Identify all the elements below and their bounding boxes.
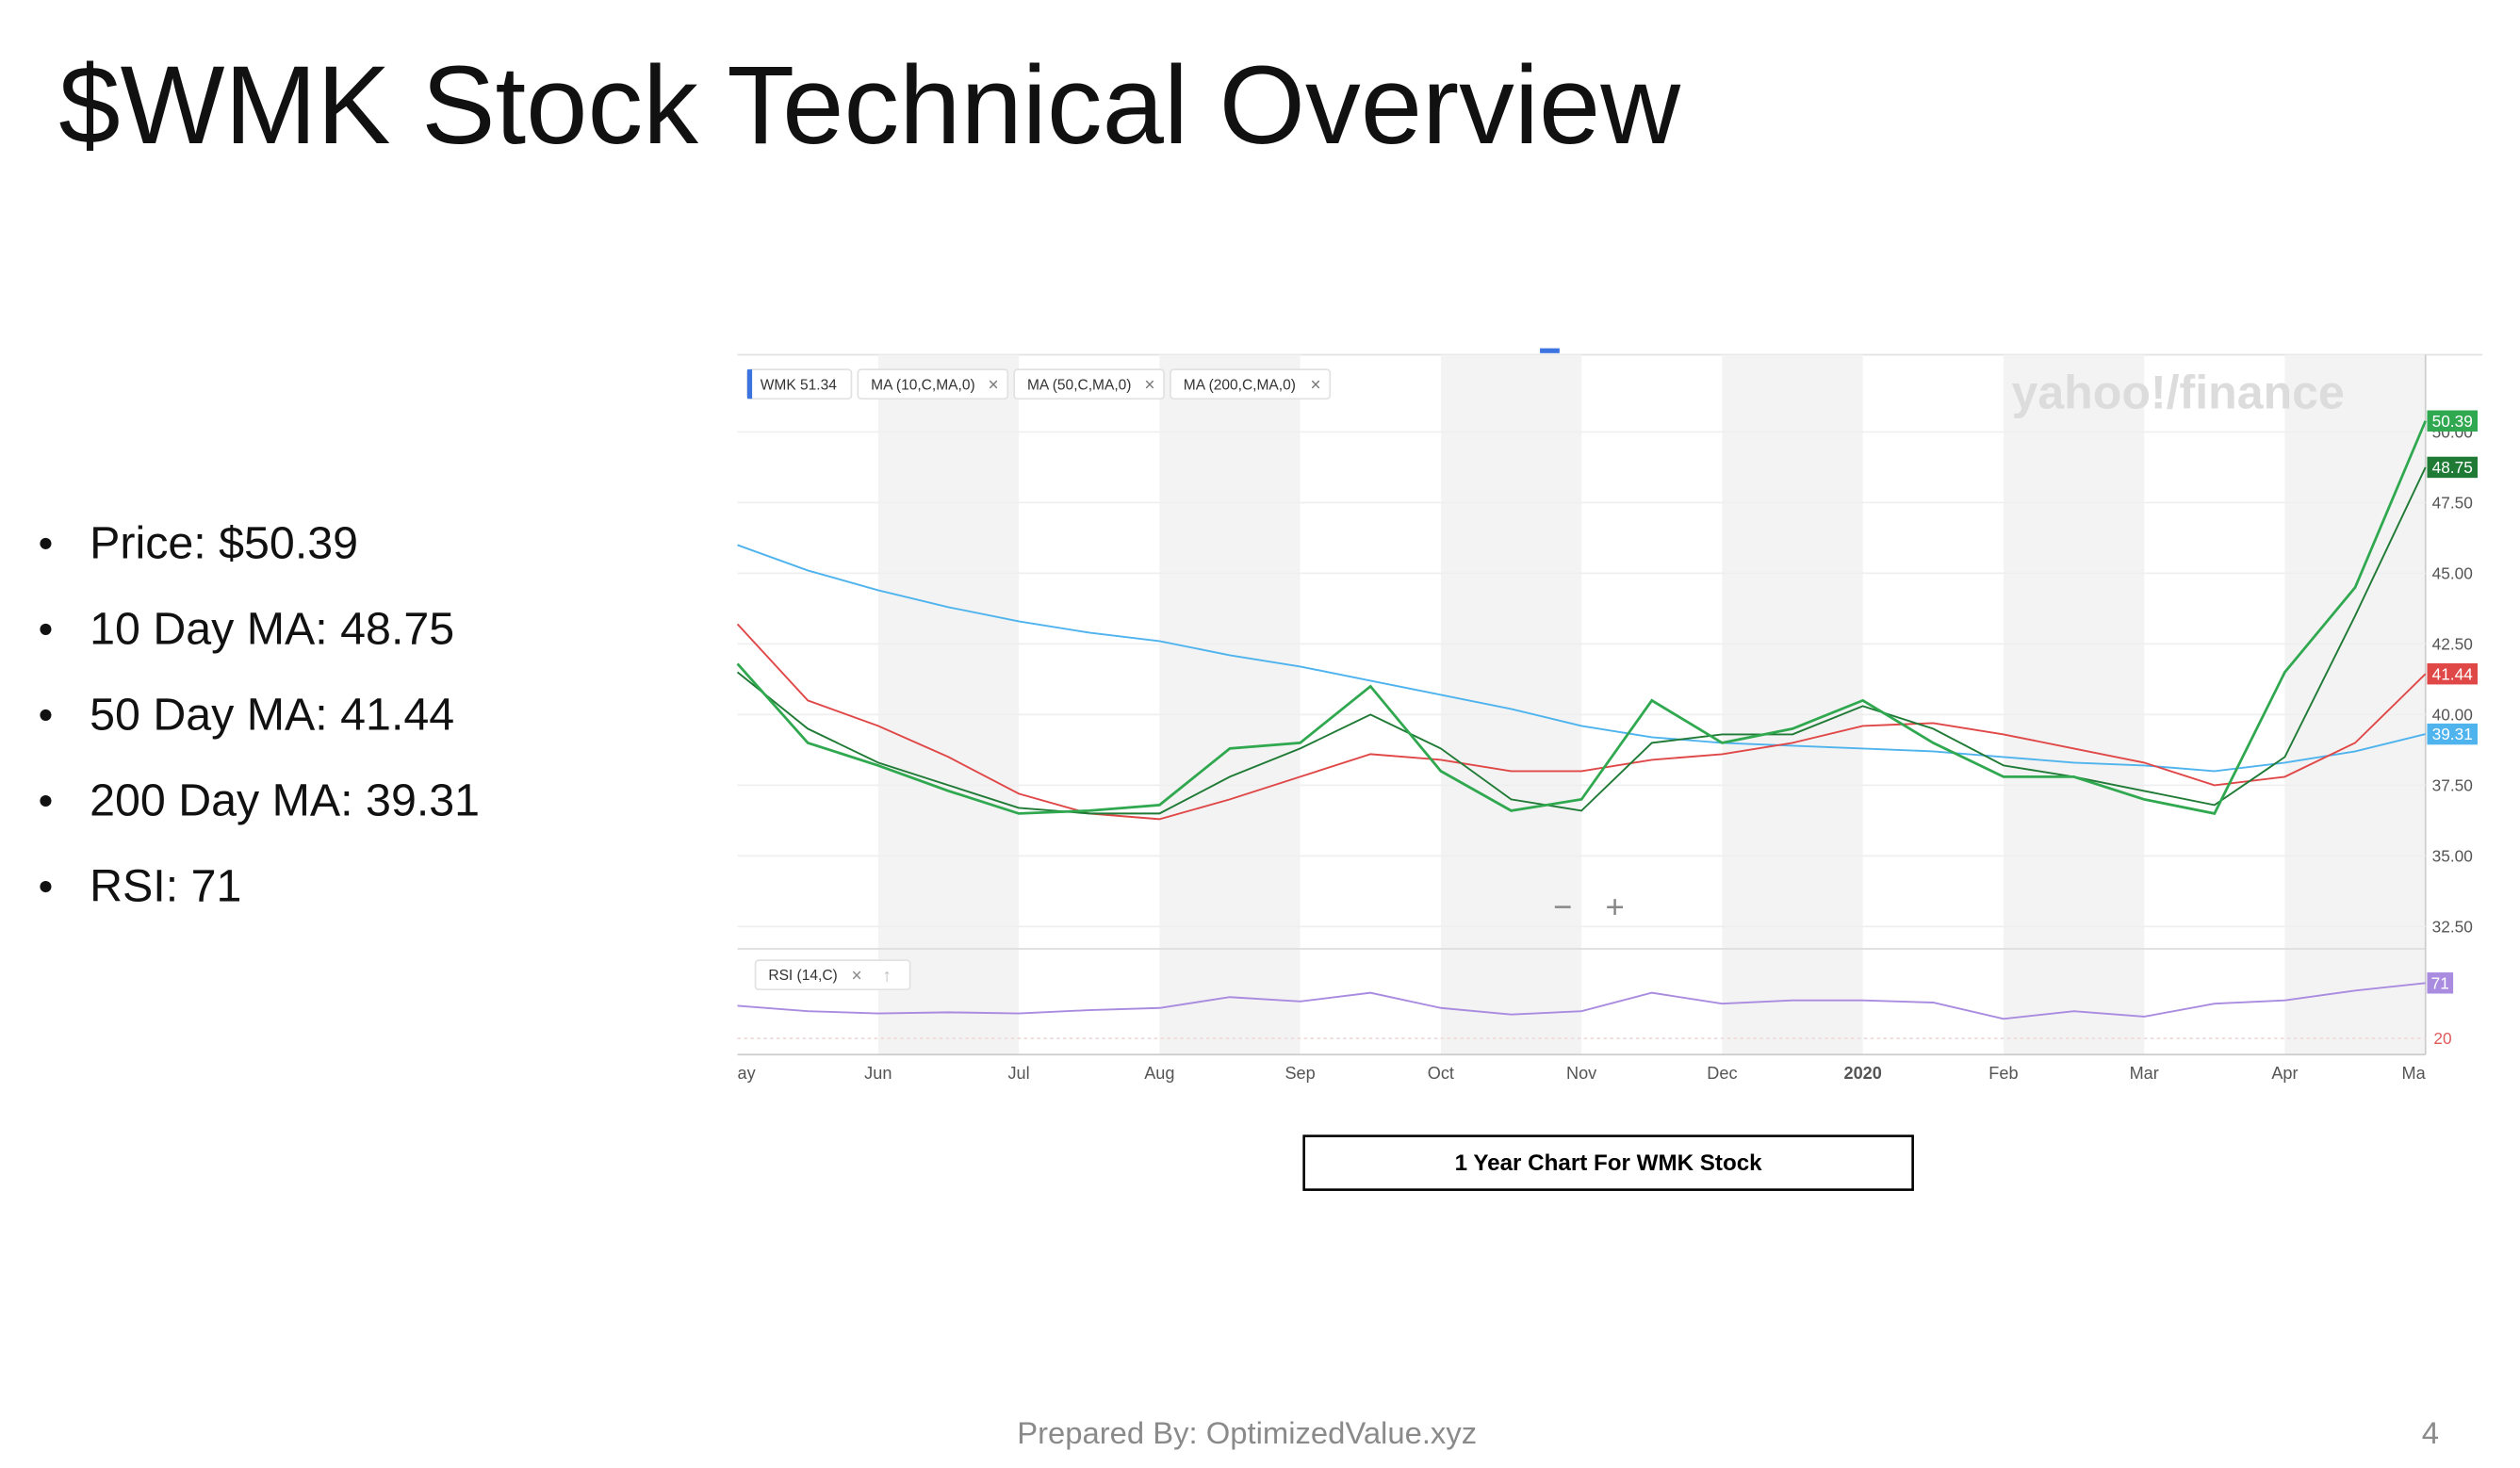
legend-chip: [1170, 368, 1332, 400]
legend-chip-accent: [746, 369, 753, 400]
x-tick-label: Mar: [2130, 1064, 2159, 1083]
x-tick-label: Oct: [1428, 1064, 1454, 1083]
footer: Prepared By: OptimizedValue.xyz: [1017, 1415, 1477, 1450]
chart: yahoo!/finance 32.50 35.00 37.50 40.00 42.50 4…: [736, 354, 2478, 1083]
series-line: [736, 420, 2428, 815]
rsi-badge-text: 71: [2431, 973, 2449, 992]
bullet-text: 200 Day MA: 39.31: [90, 775, 480, 826]
caption: 1 Year Chart For WMK Stock: [1455, 1150, 1763, 1176]
legend-chip-text: MA (200,C,MA,0): [1184, 378, 1296, 394]
month-band: [877, 354, 1020, 1055]
value-badge-text: 41.44: [2432, 664, 2474, 683]
rsi-badge: [2427, 972, 2454, 994]
watermark: yahoo!/finance: [2011, 367, 2344, 419]
x-tick-label: Jul: [1007, 1064, 1029, 1083]
bullet-text: 50 Day MA: 41.44: [90, 690, 454, 741]
value-badge: [2427, 662, 2478, 685]
rsi-legend-up: ↑: [882, 967, 892, 987]
legend-chip: [1013, 368, 1165, 400]
y-tick-label: 45.00: [2432, 563, 2473, 582]
legend-chip-text: MA (10,C,MA,0): [871, 378, 974, 394]
value-badge: [2427, 723, 2478, 745]
x-tick-label: Sep: [1285, 1064, 1315, 1083]
month-band: [1722, 354, 1863, 1055]
slide-title: $WMK Stock Technical Overview: [58, 43, 1681, 167]
series-line: [736, 466, 2427, 815]
bullet-dot: [40, 880, 52, 893]
x-tick-label: Nov: [1566, 1064, 1596, 1083]
value-badge: [2427, 410, 2478, 432]
legend-chip-text: WMK 51.34: [761, 378, 837, 394]
x-tick-label: Aug: [1144, 1064, 1174, 1083]
month-band: [1440, 354, 1582, 1055]
bullet-dot: [40, 623, 52, 635]
bullet-text: RSI: 71: [90, 861, 241, 912]
y-tick-label: 40.00: [2432, 705, 2473, 724]
legend-chip-close: ×: [1311, 376, 1321, 396]
rsi-legend-close: ×: [851, 967, 861, 987]
value-badge-text: 48.75: [2432, 458, 2473, 477]
x-tick-label: Ma: [2402, 1064, 2427, 1083]
bullet-text: 10 Day MA: 48.75: [90, 603, 454, 654]
x-tick-label: Feb: [1988, 1064, 2018, 1083]
value-badge-text: 39.31: [2432, 725, 2473, 743]
y-tick-label: 47.50: [2432, 493, 2473, 512]
bullet-dot: [40, 537, 52, 549]
caption-box: [1302, 1134, 1914, 1191]
zoom-out[interactable]: −: [1553, 889, 1572, 925]
drag-handle: [1540, 348, 1560, 353]
x-tick-label: Apr: [2271, 1064, 2298, 1083]
bullet-dot: [40, 709, 52, 722]
series-line: [737, 544, 2426, 773]
x-tick-label: Dec: [1707, 1064, 1737, 1083]
y-tick-label: 35.00: [2432, 846, 2473, 865]
chart-frame: [737, 354, 2483, 1055]
bullet-list: Price: $50.39 10 Day MA: 48.75 50 Day MA: …: [40, 517, 480, 912]
x-tick-label: ay: [738, 1064, 757, 1083]
y-tick-label: 42.50: [2432, 634, 2473, 653]
month-band: [2284, 354, 2426, 1055]
legend-chip-close: ×: [989, 376, 999, 396]
legend-chip: [857, 368, 1009, 400]
y-tick-label: 32.50: [2432, 917, 2473, 936]
legend-chip-text: MA (50,C,MA,0): [1027, 378, 1131, 394]
rsi-legend-text: RSI (14,C): [768, 968, 837, 984]
y-tick-label: 37.50: [2432, 775, 2473, 794]
month-band: [1159, 354, 1301, 1055]
zoom-in[interactable]: +: [1605, 889, 1624, 925]
x-tick-label: Jun: [864, 1064, 892, 1083]
rsi-line: [737, 982, 2426, 1020]
value-badge: [2427, 456, 2478, 479]
page-number: 4: [2422, 1415, 2439, 1450]
legend-chip-close: ×: [1144, 376, 1154, 396]
bullet-text: Price: $50.39: [90, 517, 358, 568]
rsi-legend-chip: [754, 959, 911, 991]
bullet-dot: [40, 794, 52, 807]
value-badge-text: 50.39: [2432, 412, 2473, 431]
series-line: [736, 623, 2427, 821]
rsi-tick-label: 20: [2433, 1029, 2451, 1048]
x-tick-label: 2020: [1844, 1064, 1882, 1083]
month-band: [2003, 354, 2145, 1055]
